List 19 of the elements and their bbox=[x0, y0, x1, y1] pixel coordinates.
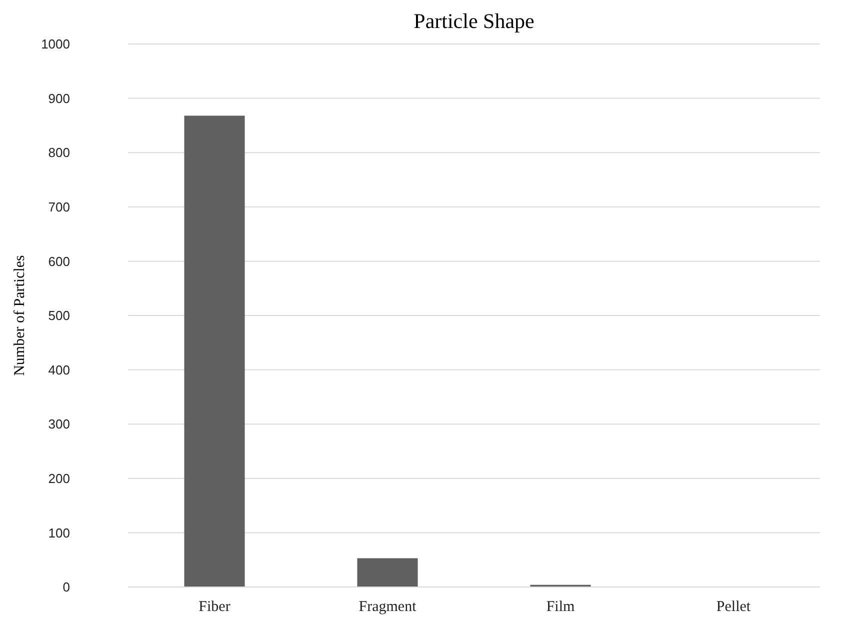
x-tick-label: Fragment bbox=[358, 599, 418, 615]
y-tick-label: 100 bbox=[48, 525, 70, 540]
y-tick-label: 900 bbox=[48, 90, 70, 106]
y-tick-label: 1000 bbox=[41, 36, 70, 52]
y-tick-label: 700 bbox=[48, 199, 70, 214]
y-tick-label: 400 bbox=[48, 362, 70, 378]
bar bbox=[357, 558, 418, 587]
y-axis-title: Number of Particles bbox=[12, 254, 28, 376]
y-tick-label: 200 bbox=[48, 470, 70, 486]
y-tick-label: 600 bbox=[48, 254, 70, 269]
y-tick-label: 800 bbox=[48, 145, 70, 160]
y-tick-label: 0 bbox=[62, 580, 70, 595]
x-tick-label: Film bbox=[546, 599, 575, 615]
y-tick-label: 300 bbox=[48, 416, 70, 432]
bar bbox=[184, 116, 245, 587]
x-tick-label: Fiber bbox=[198, 599, 230, 615]
chart-title: Particle Shape bbox=[414, 9, 534, 33]
x-tick-label: Pellet bbox=[716, 599, 752, 615]
y-tick-label: 500 bbox=[48, 308, 70, 324]
